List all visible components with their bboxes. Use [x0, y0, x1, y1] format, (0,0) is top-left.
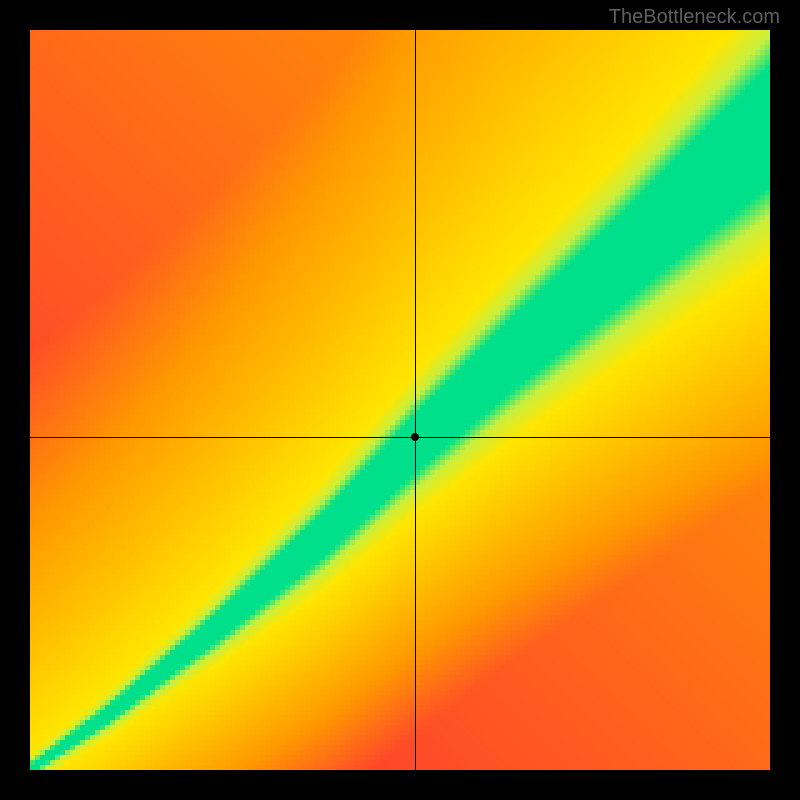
crosshair-marker-dot	[411, 433, 419, 441]
heatmap-canvas	[30, 30, 770, 770]
heatmap-container	[30, 30, 770, 770]
plot-area	[30, 30, 770, 770]
crosshair-vertical	[415, 30, 416, 770]
crosshair-horizontal	[30, 437, 770, 438]
watermark-text: TheBottleneck.com	[609, 6, 780, 29]
